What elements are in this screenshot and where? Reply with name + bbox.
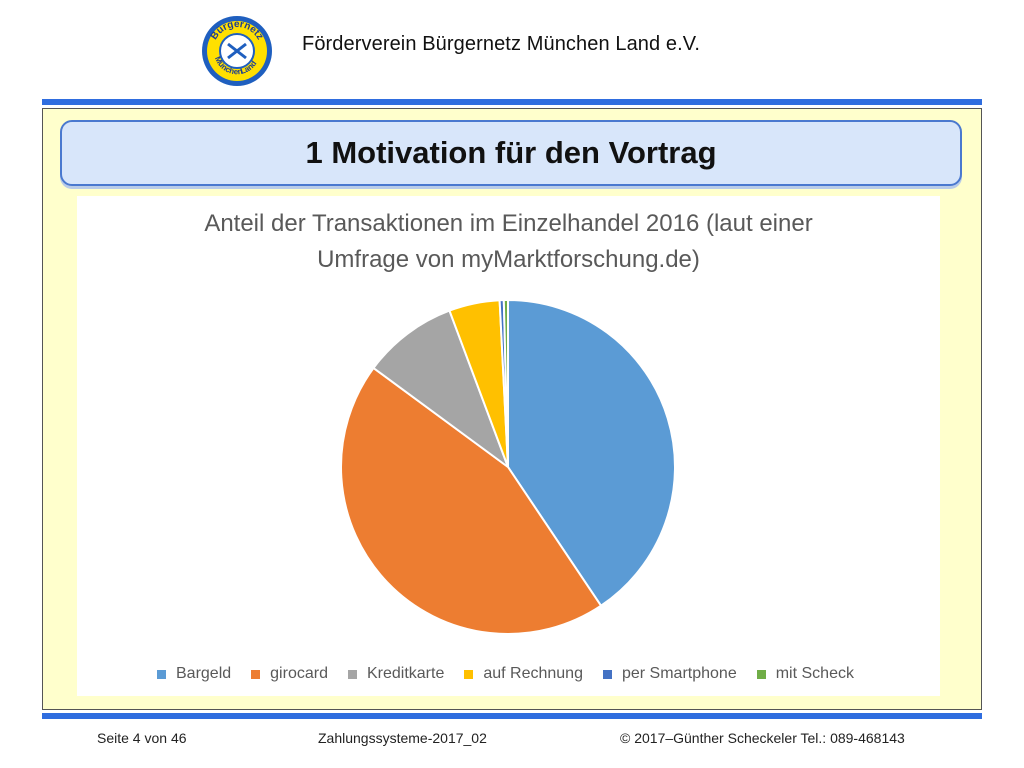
legend-item-kreditkarte: Kreditkarte <box>347 665 445 683</box>
legend-swatch <box>251 669 261 679</box>
legend-label: Bargeld <box>176 665 232 682</box>
pie-slice-kreditkarte <box>372 309 511 470</box>
legend-item-bargeld: Bargeld <box>157 665 231 683</box>
legend-swatch <box>347 669 357 679</box>
pie-slice-bargeld <box>507 298 676 608</box>
chart-legend: Bargeld girocard Kreditkarte auf Rechnung pe… <box>157 662 877 686</box>
legend-swatch <box>464 669 474 679</box>
chart-title-line-1: Anteil der Transaktionen im Einzelhandel… <box>204 210 813 237</box>
slide-title-box: 1 Motivation für den Vortrag <box>60 120 962 186</box>
organization-name: Förderverein Bürgernetz München Land e.V… <box>302 33 701 55</box>
legend-item-auf-rechnung: auf Rechnung <box>464 665 583 683</box>
footer-document-name: Zahlungssysteme-2017_02 <box>318 730 487 746</box>
chart-title: Anteil der Transaktionen im Einzelhandel… <box>77 206 940 278</box>
legend-swatch <box>756 669 766 679</box>
legend-label: mit Scheck <box>775 665 854 682</box>
legend-item-mit-scheck: mit Scheck <box>756 665 854 683</box>
legend-item-girocard: girocard <box>251 665 328 683</box>
legend-item-per-smartphone: per Smartphone <box>602 665 737 683</box>
chart-title-line-2: Umfrage von myMarktforschung.de) <box>317 246 700 273</box>
pie-chart <box>340 298 676 635</box>
legend-label: auf Rechnung <box>483 665 583 682</box>
legend-label: per Smartphone <box>621 665 737 682</box>
legend-label: girocard <box>270 665 328 682</box>
footer-page-number: Seite 4 von 46 <box>97 730 187 746</box>
legend-swatch <box>157 669 166 679</box>
legend-label: Kreditkarte <box>366 665 445 682</box>
pie-chart-panel: Anteil der Transaktionen im Einzelhandel… <box>77 196 940 696</box>
buergernetz-logo-icon: Bürgernetz München Land <box>202 16 272 86</box>
legend-swatch <box>602 669 612 679</box>
top-divider-bar <box>42 99 982 105</box>
pie-slice-mit-scheck <box>502 298 509 468</box>
pie-slice-girocard <box>340 366 603 635</box>
footer-copyright: © 2017–Günther Scheckeler Tel.: 089-4681… <box>620 730 905 746</box>
bottom-divider-bar <box>42 713 982 719</box>
slide-title: 1 Motivation für den Vortrag <box>305 135 717 170</box>
